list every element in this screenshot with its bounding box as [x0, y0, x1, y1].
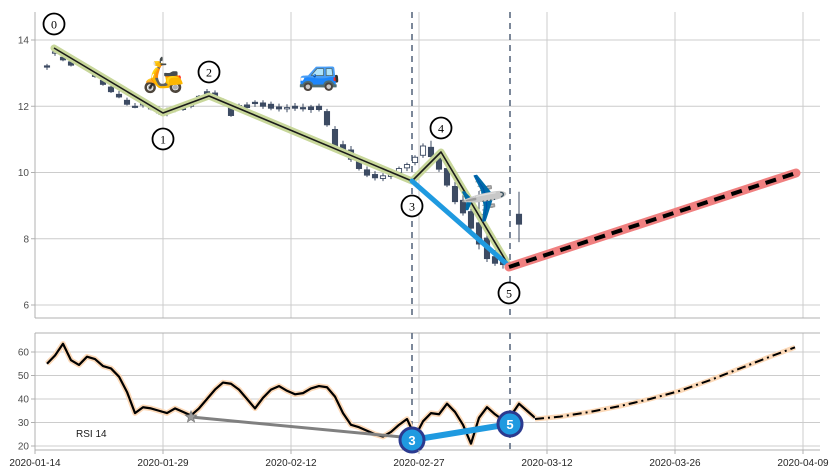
price-y-axis-ticks: 6 8 10 12 14 [18, 36, 35, 312]
candle-body [427, 146, 435, 158]
forecast-dashed-line [508, 171, 797, 269]
forecast-projection-line [504, 168, 801, 272]
pivot-marker-0[interactable] [42, 12, 66, 36]
candle-body [475, 222, 483, 245]
candle-body [331, 128, 339, 147]
y-axis-tick-label: 30 [18, 418, 30, 429]
candle-body [371, 174, 379, 179]
pivot-marker-4[interactable] [429, 116, 453, 140]
candle-body [419, 145, 427, 156]
price-pivot-labels: 0 1 2 3 4 5 [42, 12, 521, 305]
y-axis-tick-label: 20 [18, 442, 30, 453]
candle-body [467, 211, 475, 229]
candle-body [123, 99, 131, 105]
candle-body [451, 185, 459, 203]
candle-body [315, 105, 323, 111]
y-axis-tick-label: 12 [18, 102, 30, 113]
candle-body [379, 175, 387, 179]
x-axis-tick-label: 2020-01-29 [137, 458, 189, 469]
candle-body [299, 107, 307, 110]
candle-body [283, 107, 291, 110]
y-axis-tick-label: 50 [18, 371, 30, 382]
rsi-divergence-trendline [184, 409, 414, 440]
pivot-marker-label: 1 [160, 132, 166, 146]
pivot-marker-5[interactable] [497, 281, 521, 305]
scooter-emoji: 🛵 [142, 56, 185, 94]
y-axis-tick-label: 10 [18, 168, 30, 179]
rsi-divergence-line [189, 415, 414, 440]
x-axis-tick-label: 2020-04-09 [777, 458, 829, 469]
candle-body [243, 104, 251, 109]
pivot-marker-1[interactable] [151, 127, 175, 151]
candle-body [43, 65, 51, 68]
x-axis-tick-label: 2020-02-12 [265, 458, 317, 469]
rsi-line-series [45, 341, 537, 447]
rsi-blue-support-line [409, 421, 513, 443]
rsi-indicator-label: RSI 14 [76, 429, 107, 440]
blue-support-line [409, 178, 512, 269]
rsi-pivot-marker-label: 5 [506, 417, 513, 432]
pivot-marker-label: 5 [506, 286, 512, 300]
pivot-marker-2[interactable] [197, 60, 221, 84]
candle-body [267, 103, 275, 109]
price-axis-frame [34, 12, 820, 319]
rsi-blue-support-line [409, 421, 513, 443]
candle-body [403, 164, 411, 169]
candle-body [363, 169, 371, 176]
blue-support-line [409, 178, 512, 269]
zigzag-trendline [50, 44, 513, 270]
candle-body [251, 101, 259, 105]
candle-body [259, 102, 267, 107]
zigzag-line [53, 47, 510, 267]
rsi-line [46, 342, 536, 445]
y-axis-tick-label: 6 [23, 301, 29, 312]
y-axis-tick-label: 60 [18, 348, 30, 359]
candle-body [131, 105, 139, 108]
car-emoji: 🚙 [298, 54, 341, 92]
pivot-marker-label: 0 [51, 17, 57, 31]
candle-body [291, 105, 299, 109]
candle-body [459, 199, 467, 214]
x-axis-tick-labels: 2020-01-14 2020-01-29 2020-02-12 2020-02-27… [9, 450, 829, 469]
x-axis-tick-label: 2020-02-27 [393, 458, 445, 469]
candle-body [515, 213, 523, 225]
rsi-pivot-marker-3[interactable] [398, 426, 426, 454]
y-axis-tick-label: 40 [18, 395, 30, 406]
x-axis-tick-label: 2020-03-26 [649, 458, 701, 469]
candle-body [411, 156, 419, 164]
y-axis-tick-label: 14 [18, 36, 30, 47]
pivot-marker-label: 2 [206, 65, 212, 79]
candle-body [115, 93, 123, 98]
rsi-y-axis-ticks: 20 30 40 50 60 [18, 348, 35, 453]
x-axis-tick-label: 2020-01-14 [9, 458, 61, 469]
x-axis-tick-label: 2020-03-12 [521, 458, 573, 469]
rsi-pivot-labels: 35 [398, 410, 524, 454]
candle-body [275, 106, 283, 110]
pivot-marker-label: 4 [438, 121, 444, 135]
rsi-forecast-line [534, 344, 796, 422]
y-axis-tick-label: 8 [23, 234, 29, 245]
candle-body [323, 111, 331, 126]
rsi-forecast-line [534, 346, 796, 420]
rsi-pivot-marker-label: 3 [408, 433, 415, 448]
pivot-marker-label: 3 [409, 199, 415, 213]
candle-body [107, 86, 115, 93]
rsi-pivot-marker-5[interactable] [496, 410, 524, 438]
candle-body [307, 106, 315, 111]
rsi-trendline-star-marker [184, 409, 198, 423]
pivot-marker-3[interactable] [400, 194, 424, 218]
